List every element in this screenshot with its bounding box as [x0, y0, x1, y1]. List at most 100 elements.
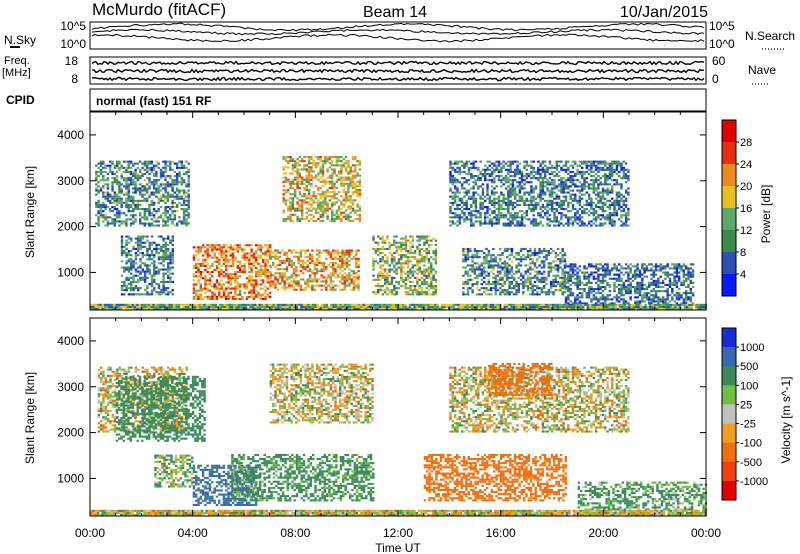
echo-cell [494, 280, 497, 283]
echo-cell [538, 293, 541, 296]
echo-cell [171, 222, 174, 225]
echo-cell [305, 197, 308, 200]
echo-cell [592, 218, 595, 221]
echo-cell [574, 185, 577, 188]
echo-cell [264, 244, 267, 247]
echo-cell [501, 283, 504, 286]
echo-cell [211, 275, 214, 278]
echo-cell [486, 191, 489, 194]
echo-cell [536, 272, 539, 275]
echo-cell [571, 175, 575, 178]
echo-cell [162, 243, 165, 246]
echo-cell [567, 166, 570, 169]
echo-cell [155, 218, 158, 221]
echo-cell [407, 287, 410, 290]
echo-cell [541, 193, 545, 196]
echo-cell [522, 247, 525, 250]
echo-cell [538, 264, 541, 267]
echo-cell [503, 266, 507, 269]
echo-cell [557, 170, 561, 173]
echo-cell [564, 199, 568, 202]
echo-cell [296, 180, 299, 183]
echo-cell [148, 214, 151, 217]
echo-cell [315, 257, 319, 260]
echo-cell [325, 288, 328, 291]
echo-cell [534, 220, 538, 223]
echo-cell [555, 195, 558, 198]
echo-cell [255, 271, 258, 274]
echo-cell [393, 285, 396, 288]
echo-cell [456, 224, 459, 227]
echo-cell [187, 181, 190, 184]
echo-cell [266, 260, 269, 263]
echo-cell [171, 195, 174, 198]
echo-cell [504, 208, 508, 211]
echo-cell [597, 183, 600, 186]
echo-cell [560, 214, 563, 217]
echo-cell [238, 260, 242, 263]
echo-cell [552, 266, 555, 269]
echo-cell [502, 222, 505, 225]
echo-cell [416, 260, 419, 263]
echo-cell [340, 170, 343, 173]
echo-cell [125, 254, 128, 257]
echo-cell [340, 164, 343, 167]
echo-cell [531, 293, 534, 296]
echo-cell [539, 168, 542, 171]
echo-cell [536, 254, 539, 257]
echo-cell [383, 262, 387, 265]
echo-cell [555, 208, 558, 211]
echo-cell [583, 185, 586, 188]
echo-cell [474, 220, 478, 223]
echo-cell [334, 249, 337, 252]
echo-cell [499, 264, 502, 267]
echo-cell [192, 279, 196, 282]
echo-cell [500, 191, 503, 194]
echo-cell [449, 164, 452, 167]
echo-cell [483, 276, 486, 279]
echo-cell [162, 276, 165, 279]
echo-cell [283, 276, 286, 279]
echo-cell [102, 179, 105, 182]
echo-cell [407, 270, 410, 273]
echo-cell [252, 291, 256, 294]
echo-cell [613, 224, 616, 227]
echo-cell [201, 246, 205, 249]
echo-cell [171, 272, 174, 275]
echo-cell [466, 278, 470, 281]
echo-cell [476, 287, 479, 290]
echo-cell [139, 208, 142, 211]
echo-cell [487, 262, 490, 265]
echo-cell [622, 195, 625, 198]
echo-cell [180, 189, 183, 192]
echo-cell [350, 257, 353, 260]
echo-cell [167, 293, 170, 296]
echo-cell [500, 212, 503, 215]
echo-cell [171, 289, 174, 292]
echo-cell [120, 252, 124, 255]
echo-cell [574, 179, 577, 182]
echo-cell [305, 170, 308, 173]
echo-cell [548, 166, 552, 169]
echo-cell [341, 261, 344, 264]
echo-cell [402, 285, 405, 288]
echo-cell [132, 162, 135, 165]
echo-cell [159, 199, 163, 202]
echo-cell [532, 203, 535, 206]
echo-cell [536, 270, 539, 273]
echo-cell [252, 287, 256, 290]
echo-cell [298, 217, 302, 220]
echo-cell [134, 218, 137, 221]
echo-cell [560, 191, 563, 194]
echo-cell [146, 189, 149, 192]
echo-cell [454, 208, 457, 211]
echo-cell [132, 201, 135, 204]
echo-cell [187, 179, 190, 182]
echo-cell [416, 268, 419, 271]
echo-cell [122, 160, 126, 163]
echo-cell [201, 287, 205, 290]
echo-cell [487, 254, 490, 257]
echo-cell [515, 252, 518, 255]
echo-cell [118, 216, 121, 219]
echo-cell [604, 203, 607, 206]
